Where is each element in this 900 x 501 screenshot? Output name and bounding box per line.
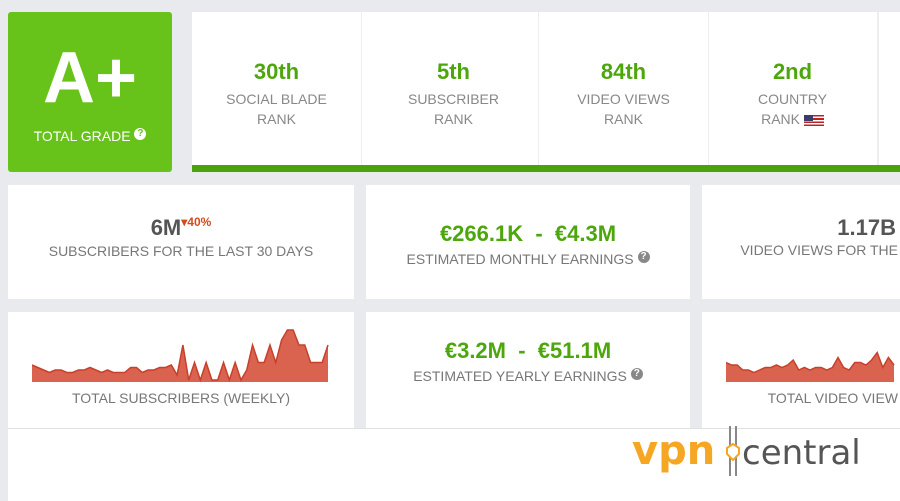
views-sparkline bbox=[726, 350, 895, 382]
yearly-label: ESTIMATED YEARLY EARNINGS bbox=[413, 368, 627, 384]
grade-label: TOTAL GRADE bbox=[33, 128, 131, 144]
rank-next bbox=[878, 12, 893, 165]
views-30-days-card: 1.17B VIDEO VIEWS FOR THE bbox=[702, 185, 900, 299]
rank-value: 5th bbox=[437, 59, 470, 84]
subscribers-sparkline bbox=[32, 329, 329, 383]
sparkline-area bbox=[32, 330, 328, 382]
grade-value: A+ bbox=[42, 38, 138, 118]
subs30-label: SUBSCRIBERS FOR THE LAST 30 DAYS bbox=[48, 243, 314, 259]
vpncentral-logo: vpn central bbox=[632, 426, 861, 476]
rank-label: SUBSCRIBER RANK bbox=[407, 91, 500, 127]
views-chart-label: TOTAL VIDEO VIEW bbox=[767, 390, 898, 406]
lower-panel bbox=[8, 428, 900, 501]
us-flag-icon bbox=[803, 114, 824, 126]
sparkline-area bbox=[726, 352, 894, 382]
subs-chart-label: TOTAL SUBSCRIBERS (WEEKLY) bbox=[71, 390, 291, 406]
rank-value: 2nd bbox=[772, 59, 813, 84]
svg-text:vpn: vpn bbox=[632, 428, 715, 474]
rank-bar bbox=[192, 165, 900, 172]
monthly-value: €266.1K - €4.3M bbox=[439, 221, 617, 246]
rank-social-blade: 30th SOCIAL BLADE RANK bbox=[192, 12, 362, 165]
views30-value: 1.17B bbox=[837, 215, 896, 240]
help-icon[interactable]: ? bbox=[630, 368, 643, 380]
views30-label: VIDEO VIEWS FOR THE bbox=[740, 242, 898, 258]
views-chart-card: TOTAL VIDEO VIEW bbox=[702, 312, 900, 428]
ranks-panel: 30th SOCIAL BLADE RANK 5th SUBSCRIBER RANK 8… bbox=[192, 12, 900, 172]
sparkline-line bbox=[32, 329, 329, 383]
rank-label: VIDEO VIEWS RANK bbox=[577, 91, 670, 127]
rank-subscriber: 5th SUBSCRIBER RANK bbox=[369, 12, 539, 165]
subscribers-chart-card: TOTAL SUBSCRIBERS (WEEKLY) bbox=[8, 312, 354, 428]
svg-text:central: central bbox=[742, 433, 861, 473]
rank-video-views: 84th VIDEO VIEWS RANK bbox=[539, 12, 709, 165]
help-icon[interactable]: ? bbox=[637, 251, 650, 263]
monthly-label: ESTIMATED MONTHLY EARNINGS bbox=[406, 251, 634, 267]
sparkline-line bbox=[726, 350, 895, 374]
rank-value: 30th bbox=[253, 59, 300, 84]
vpncentral-watermark: vpn central bbox=[632, 420, 898, 480]
yearly-value: €3.2M - €51.1M bbox=[444, 338, 612, 363]
subs30-value: 6M bbox=[150, 215, 182, 240]
subscribers-30-days-card: 6M▾40% SUBSCRIBERS FOR THE LAST 30 DAYS bbox=[8, 185, 354, 299]
rank-label: COUNTRY RANK bbox=[758, 91, 827, 127]
monthly-earnings-card: €266.1K - €4.3M ESTIMATED MONTHLY EARNIN… bbox=[366, 185, 690, 299]
rank-value: 84th bbox=[600, 59, 647, 84]
rank-country: 2nd COUNTRY RANK bbox=[708, 12, 878, 165]
total-grade-box: A+ TOTAL GRADE ? bbox=[8, 12, 172, 172]
yearly-earnings-card: €3.2M - €51.1M ESTIMATED YEARLY EARNINGS… bbox=[366, 312, 690, 428]
change-down-badge: ▾40% bbox=[181, 215, 212, 229]
help-icon[interactable]: ? bbox=[134, 128, 147, 140]
rank-label: SOCIAL BLADE RANK bbox=[226, 91, 327, 127]
